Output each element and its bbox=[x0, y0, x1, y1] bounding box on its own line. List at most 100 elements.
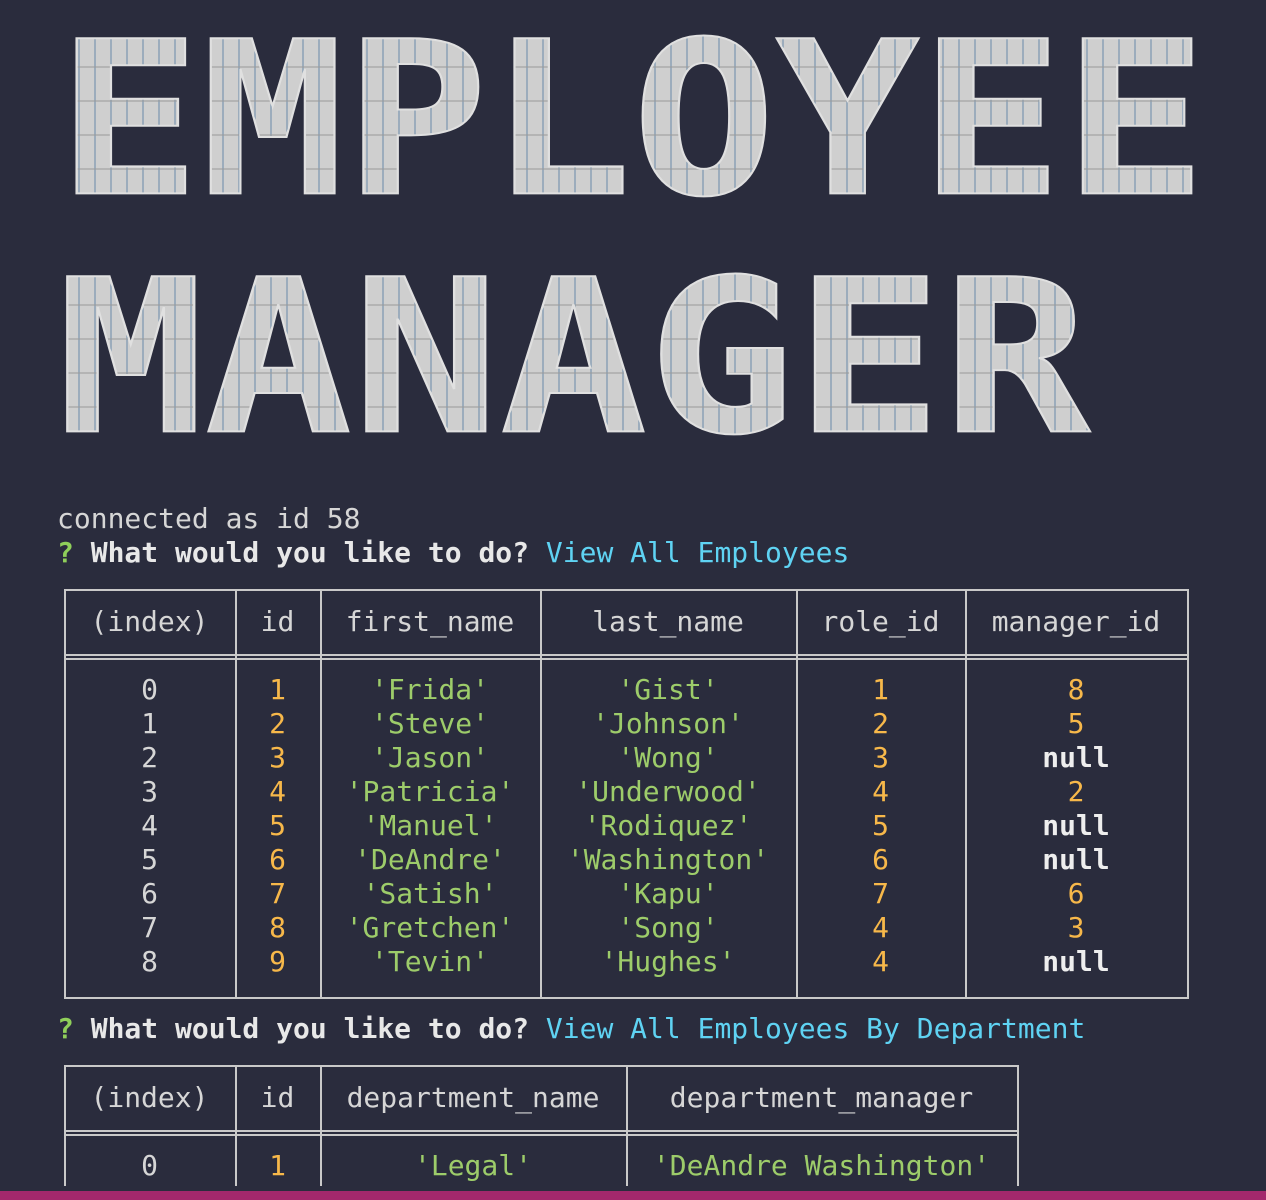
table-cell: 2 bbox=[872, 707, 889, 740]
prompt-mark: ? bbox=[57, 1012, 74, 1045]
header-separator bbox=[64, 658, 1189, 660]
table-cell: 'Tevin' bbox=[370, 945, 489, 978]
prompt: ? What would you like to do? View All Em… bbox=[57, 536, 849, 570]
table-cell: null bbox=[1042, 945, 1110, 978]
prompt-answer: View All Employees bbox=[545, 536, 850, 569]
table-cell: 4 bbox=[872, 775, 889, 808]
table-cell: 4 bbox=[141, 809, 158, 842]
column-border bbox=[626, 1065, 628, 1186]
table-border bbox=[64, 589, 1189, 591]
column-header: manager_id bbox=[991, 605, 1161, 638]
status-bar bbox=[0, 1191, 1266, 1200]
table-cell: 4 bbox=[872, 911, 889, 944]
table-cell: 2 bbox=[269, 707, 286, 740]
table-cell: 6 bbox=[269, 843, 286, 876]
status-line: connected as id 58 bbox=[57, 502, 361, 535]
table-cell: null bbox=[1042, 843, 1110, 876]
table-cell: 'Patricia' bbox=[345, 775, 515, 808]
column-header: role_id bbox=[821, 605, 940, 638]
table-cell: 'Kapu' bbox=[617, 877, 719, 910]
table-cell: 1 bbox=[269, 673, 286, 706]
column-header: (index) bbox=[90, 1081, 209, 1114]
table-cell: 'Wong' bbox=[617, 741, 719, 774]
table-cell: null bbox=[1042, 741, 1110, 774]
column-border bbox=[1187, 589, 1189, 999]
prompt-answer: View All Employees By Department bbox=[545, 1012, 1086, 1045]
table-cell: 'Satish' bbox=[362, 877, 498, 910]
table-cell: 6 bbox=[1067, 877, 1085, 910]
column-header: department_manager bbox=[669, 1081, 974, 1114]
column-header: id bbox=[260, 1081, 295, 1114]
table-cell: 8 bbox=[1067, 673, 1085, 706]
table-cell: 7 bbox=[872, 877, 889, 910]
table-cell: 3 bbox=[872, 741, 889, 774]
banner-text: MANAGER bbox=[57, 234, 1091, 480]
table-border bbox=[64, 1065, 1019, 1067]
prompt: ? What would you like to do? View All Em… bbox=[57, 1012, 1085, 1046]
banner-text: EMPLOYEE bbox=[57, 0, 1207, 244]
header-separator bbox=[64, 1134, 1019, 1136]
table-cell: 'Hughes' bbox=[600, 945, 736, 978]
column-header: first_name bbox=[345, 605, 515, 638]
column-header: (index) bbox=[90, 605, 209, 638]
table-cell: 'Song' bbox=[617, 911, 719, 944]
table-border bbox=[64, 997, 1189, 999]
table-cell: 6 bbox=[141, 877, 158, 910]
prompt-mark: ? bbox=[57, 536, 74, 569]
table-cell: 'Frida' bbox=[370, 673, 489, 706]
table-cell: 'Jason' bbox=[370, 741, 489, 774]
prompt-question: What would you like to do? bbox=[90, 1012, 530, 1045]
table-cell: 'Johnson' bbox=[592, 707, 744, 740]
table-cell: 'Manuel' bbox=[362, 809, 498, 842]
table-cell: 6 bbox=[872, 843, 889, 876]
table-cell: 'Washington' bbox=[566, 843, 770, 876]
column-border bbox=[64, 1065, 66, 1186]
column-border bbox=[320, 589, 322, 999]
table-cell: 4 bbox=[269, 775, 286, 808]
table-cell: 'Underwood' bbox=[575, 775, 761, 808]
header-separator bbox=[64, 1130, 1019, 1132]
table-cell: 4 bbox=[872, 945, 889, 978]
table-cell: 0 bbox=[141, 673, 158, 706]
column-border bbox=[796, 589, 798, 999]
table-cell: 8 bbox=[141, 945, 158, 978]
table-cell: 9 bbox=[269, 945, 286, 978]
table-cell: 5 bbox=[269, 809, 286, 842]
table-cell: 5 bbox=[1067, 707, 1085, 740]
table-cell: 3 bbox=[141, 775, 158, 808]
table-cell: 'Legal' bbox=[413, 1149, 532, 1182]
table-cell: 5 bbox=[872, 809, 889, 842]
table-cell: 7 bbox=[269, 877, 286, 910]
table-cell: 'Steve' bbox=[370, 707, 489, 740]
table-cell: 8 bbox=[269, 911, 286, 944]
table-cell: 7 bbox=[141, 911, 158, 944]
column-header: department_name bbox=[346, 1081, 600, 1114]
table-cell: 1 bbox=[141, 707, 158, 740]
table-cell: 2 bbox=[141, 741, 158, 774]
table-cell: 'Gist' bbox=[617, 673, 719, 706]
column-border bbox=[320, 1065, 322, 1186]
table-cell: 3 bbox=[1067, 911, 1085, 944]
column-border bbox=[540, 589, 542, 999]
table-cell: 3 bbox=[269, 741, 286, 774]
table-cell: 'Gretchen' bbox=[345, 911, 515, 944]
table-cell: 'Rodiquez' bbox=[583, 809, 753, 842]
column-border bbox=[965, 589, 967, 999]
column-border bbox=[64, 589, 66, 999]
column-border bbox=[1017, 1065, 1019, 1186]
prompt-question: What would you like to do? bbox=[90, 536, 530, 569]
table-cell: 'DeAndre' bbox=[354, 843, 506, 876]
column-header: id bbox=[260, 605, 295, 638]
table-cell: 1 bbox=[269, 1149, 286, 1182]
column-header: last_name bbox=[592, 605, 744, 638]
table-cell: 0 bbox=[141, 1149, 158, 1182]
table-cell: 'DeAndre Washington' bbox=[652, 1149, 991, 1182]
table-cell: 5 bbox=[141, 843, 158, 876]
column-border bbox=[235, 589, 237, 999]
header-separator bbox=[64, 654, 1189, 656]
table-cell: 1 bbox=[872, 673, 889, 706]
table-cell: 2 bbox=[1067, 775, 1085, 808]
